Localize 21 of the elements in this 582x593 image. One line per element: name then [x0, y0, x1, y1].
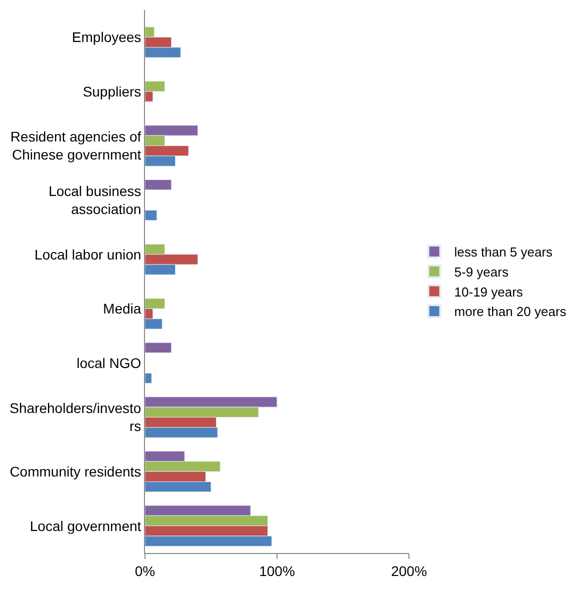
- x-tick-label: 100%: [259, 562, 295, 579]
- bar: [145, 210, 158, 221]
- y-tick-label: Community residents: [10, 463, 142, 480]
- x-tick-label: 0%: [134, 562, 156, 579]
- y-tick-label: Resident agencies of Chinese government: [10, 128, 142, 163]
- y-tick-label: Local labor union: [34, 246, 142, 262]
- legend-label: 5-9 years: [454, 264, 509, 280]
- y-tick-label: local NGO: [76, 354, 142, 371]
- x-tick-label: 200%: [391, 562, 427, 579]
- y-tick-label: Suppliers: [82, 83, 142, 100]
- bar: [145, 179, 172, 190]
- y-tick-label: Local government: [30, 518, 142, 534]
- legend-label: more than 20 years: [454, 304, 567, 320]
- y-tick-label: Shareholders/investors: [10, 400, 142, 434]
- bar: [145, 372, 152, 384]
- y-tick-label: Media: [103, 300, 142, 317]
- legend-label: 10-19 years: [454, 284, 524, 300]
- bar: [145, 342, 172, 354]
- legend-label: less than 5 years: [454, 244, 554, 260]
- y-tick-label: Local business association: [48, 182, 142, 218]
- y-tick-label: Employees: [72, 29, 142, 46]
